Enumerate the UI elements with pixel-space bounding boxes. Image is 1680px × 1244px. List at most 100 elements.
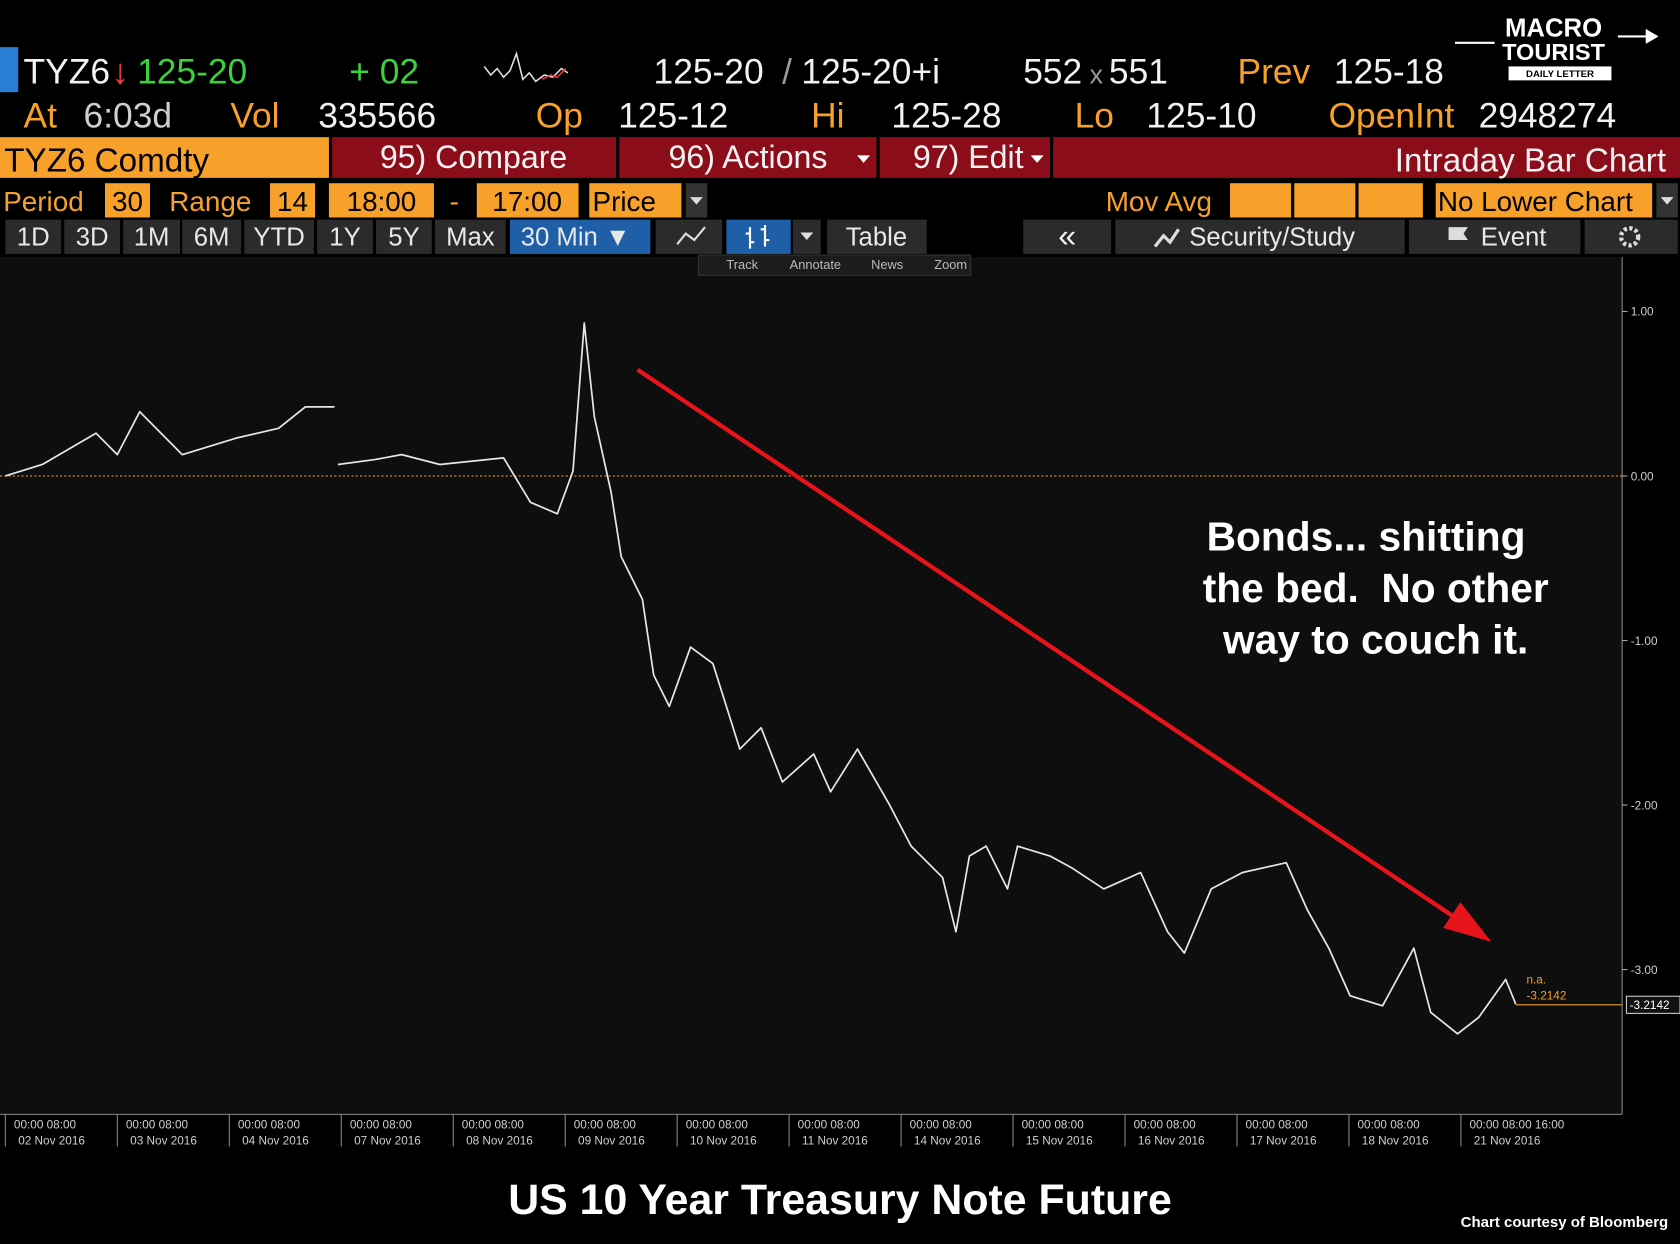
- study[interactable]: Security/Study: [1189, 223, 1355, 251]
- bid: 125-20: [654, 53, 764, 92]
- tool[interactable]: Zoom: [934, 257, 967, 272]
- sparkline-tail: [541, 68, 567, 81]
- ticker: TYZ6: [24, 53, 110, 92]
- interval[interactable]: 30 Min ▼: [521, 223, 631, 251]
- range-option[interactable]: 1D: [17, 223, 50, 251]
- event-button[interactable]: [1408, 219, 1581, 254]
- flag-icon: [1448, 227, 1468, 249]
- range-option[interactable]: 1M: [134, 223, 170, 251]
- x-date-label: 15 Nov 2016: [1026, 1134, 1093, 1147]
- tool[interactable]: Annotate: [790, 257, 841, 272]
- low: 125-10: [1146, 97, 1256, 136]
- x-tick-label: 00:00 08:00: [1358, 1118, 1421, 1131]
- actions[interactable]: 96) Actions: [669, 139, 828, 175]
- dropdown-caret: [800, 232, 814, 241]
- net-change: + 02: [349, 53, 419, 92]
- x-tick-label: 00:00 08:00: [350, 1118, 413, 1131]
- bar-chart-button[interactable]: [726, 219, 791, 254]
- interval-button[interactable]: [510, 219, 651, 254]
- range-box[interactable]: [270, 183, 315, 218]
- sparkline: [483, 50, 569, 83]
- range-button[interactable]: [317, 219, 373, 254]
- tool[interactable]: Track: [726, 257, 758, 272]
- tool[interactable]: News: [871, 257, 903, 272]
- open: 125-12: [618, 97, 728, 136]
- logo: MACRO TOURIST DAILY LETTER: [1455, 14, 1659, 81]
- x-tick-label: 00:00 08:00: [462, 1118, 525, 1131]
- mov-avg-box[interactable]: [1294, 183, 1356, 218]
- high-label: Hi: [811, 97, 844, 136]
- range-option[interactable]: 3D: [76, 223, 109, 251]
- range-button[interactable]: [244, 219, 314, 254]
- range-button[interactable]: [5, 219, 62, 254]
- y-tick-label: -3.00: [1631, 964, 1658, 977]
- y-tick-label: 0.00: [1631, 470, 1654, 483]
- field[interactable]: Price: [593, 186, 656, 217]
- x-date-label: 21 Nov 2016: [1474, 1134, 1541, 1147]
- x-tick-label: 00:00 08:00 16:00: [1469, 1118, 1564, 1131]
- start-time[interactable]: 18:00: [347, 186, 417, 217]
- range-button[interactable]: [182, 219, 242, 254]
- table-button[interactable]: [827, 219, 927, 254]
- settings-button[interactable]: [1584, 219, 1678, 254]
- y-tick-label: -2.00: [1631, 799, 1658, 812]
- event[interactable]: Event: [1481, 223, 1547, 251]
- x-tick-label: 00:00 08:00: [1022, 1118, 1085, 1131]
- bid-ask-sep: /: [782, 53, 792, 92]
- period[interactable]: 30: [112, 186, 143, 217]
- x-tick-label: 00:00 08:00: [574, 1118, 637, 1131]
- security[interactable]: TYZ6 Comdty: [4, 142, 209, 179]
- last-note: n.a.: [1526, 973, 1546, 986]
- security-box[interactable]: [0, 137, 329, 178]
- y-tick-label: -1.00: [1631, 635, 1658, 648]
- start-box[interactable]: [328, 183, 434, 218]
- table[interactable]: Table: [846, 223, 907, 251]
- last-value-tag: [1625, 995, 1680, 1014]
- low-label: Lo: [1075, 97, 1114, 136]
- logo-arrowhead: [1645, 28, 1659, 44]
- trend-arrow: [636, 367, 1464, 925]
- field-box[interactable]: [589, 183, 682, 218]
- x-tick-label: 00:00 08:00: [126, 1118, 189, 1131]
- range-option[interactable]: Max: [446, 223, 495, 251]
- period-box[interactable]: [105, 183, 150, 218]
- back-button[interactable]: [1023, 219, 1112, 254]
- mov-avg-box[interactable]: [1230, 183, 1292, 218]
- ask: 125-20+i: [801, 53, 940, 92]
- x-date-label: 02 Nov 2016: [18, 1134, 85, 1147]
- compare[interactable]: 95) Compare: [380, 139, 567, 175]
- x-date-label: 17 Nov 2016: [1250, 1134, 1317, 1147]
- dropdown-caret: [1030, 155, 1044, 163]
- back[interactable]: «: [1058, 217, 1076, 253]
- edit-button[interactable]: [879, 137, 1050, 178]
- x-tick-label: 00:00 08:00: [910, 1118, 973, 1131]
- prev-price: 125-18: [1334, 53, 1444, 92]
- end-box[interactable]: [476, 183, 579, 218]
- range-option[interactable]: 1Y: [329, 223, 360, 251]
- range-label: Range: [169, 186, 251, 217]
- x-tick-label: 00:00 08:00: [798, 1118, 861, 1131]
- annotation: way to couch it.: [1222, 617, 1528, 663]
- mov-avg-box[interactable]: [1358, 183, 1423, 218]
- range-button[interactable]: [64, 219, 120, 254]
- open-interest: 2948274: [1479, 97, 1617, 136]
- dropdown-caret: [690, 197, 703, 205]
- lower-chart[interactable]: No Lower Chart: [1438, 186, 1633, 217]
- range-option[interactable]: YTD: [253, 223, 304, 251]
- range-button[interactable]: [435, 219, 506, 254]
- range-option[interactable]: 5Y: [388, 223, 419, 251]
- chart: 1.00 0.00 -1.00 -2.00 -3.00 00:00 08:00 02 Nov…: [0, 306, 1680, 1147]
- range-button[interactable]: [376, 219, 432, 254]
- logo-ribbon: [1508, 66, 1612, 81]
- end-time[interactable]: 17:00: [492, 186, 562, 217]
- range-button[interactable]: [123, 219, 180, 254]
- lower-chart-box[interactable]: [1435, 183, 1653, 218]
- footer-title: US 10 Year Treasury Note Future: [508, 1176, 1172, 1224]
- range-option[interactable]: 6M: [194, 223, 230, 251]
- actions-button[interactable]: [619, 137, 877, 178]
- compare-button[interactable]: [332, 137, 617, 178]
- edit[interactable]: 97) Edit: [913, 139, 1024, 175]
- range[interactable]: 14: [277, 186, 308, 217]
